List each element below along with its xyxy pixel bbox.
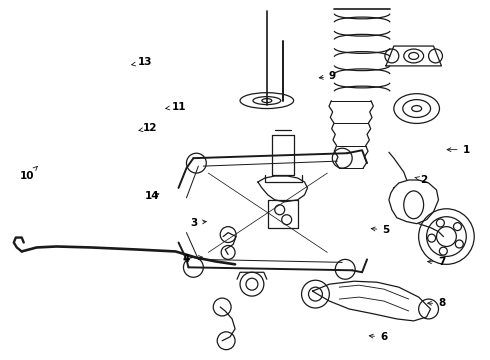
Circle shape bbox=[428, 234, 436, 242]
Text: 14: 14 bbox=[146, 191, 160, 201]
Text: 7: 7 bbox=[428, 257, 445, 267]
Circle shape bbox=[454, 222, 462, 230]
Text: 8: 8 bbox=[428, 298, 445, 308]
Text: 3: 3 bbox=[190, 218, 206, 228]
Text: 11: 11 bbox=[166, 102, 187, 112]
Text: 6: 6 bbox=[369, 332, 387, 342]
Text: 9: 9 bbox=[319, 71, 336, 81]
Circle shape bbox=[440, 247, 447, 255]
Text: 5: 5 bbox=[371, 225, 390, 235]
Text: 12: 12 bbox=[139, 123, 157, 133]
Text: 13: 13 bbox=[132, 57, 152, 67]
Text: 2: 2 bbox=[415, 175, 428, 185]
Text: 1: 1 bbox=[447, 145, 470, 155]
Text: 10: 10 bbox=[20, 166, 37, 181]
Circle shape bbox=[418, 209, 474, 264]
Text: 4: 4 bbox=[183, 253, 202, 264]
Circle shape bbox=[437, 219, 444, 227]
Circle shape bbox=[455, 240, 463, 248]
